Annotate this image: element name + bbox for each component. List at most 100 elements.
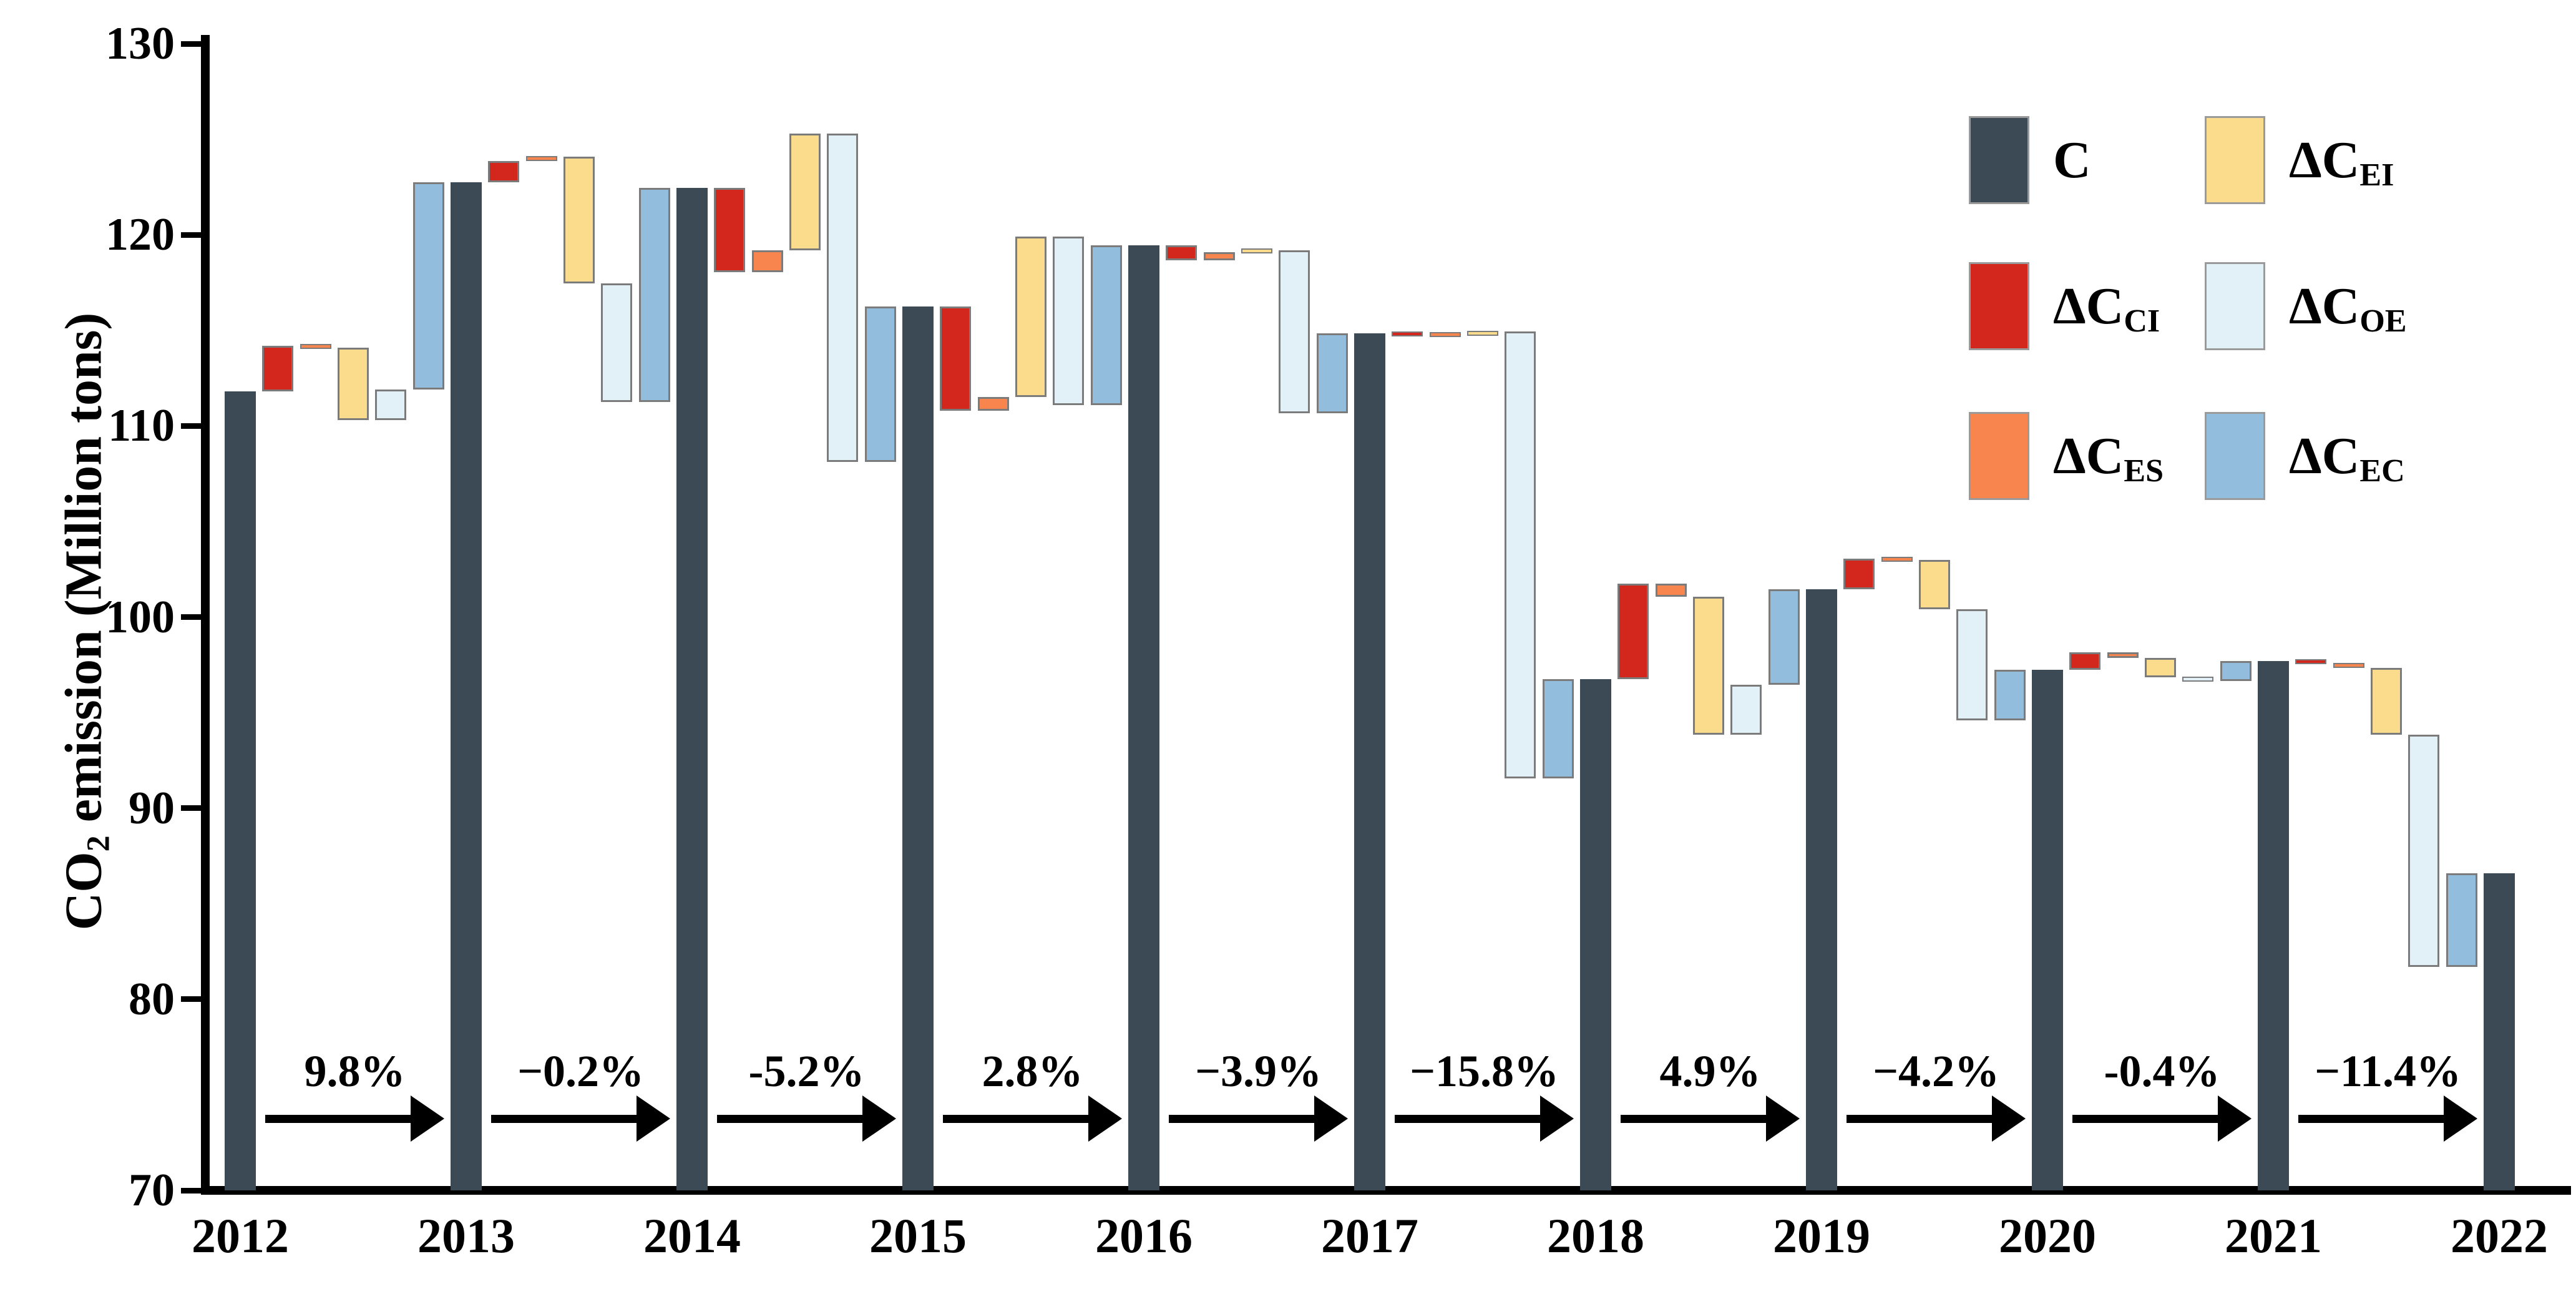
delta-bar-OE-2020 (1956, 609, 1988, 720)
delta-bar-EC-2016 (1090, 245, 1122, 405)
delta-bar-EC-2020 (1994, 669, 2026, 720)
x-axis-label-2014: 2014 (643, 1208, 741, 1263)
legend-label-sub-CI: CI (2124, 303, 2160, 340)
x-axis-label-2013: 2013 (417, 1208, 515, 1263)
x-axis-label-2016: 2016 (1095, 1208, 1193, 1263)
delta-bar-EI-2015 (789, 133, 821, 250)
delta-bar-EC-2019 (1768, 589, 1800, 685)
delta-bar-ES-2015 (751, 250, 783, 272)
change-arrow-head (1088, 1095, 1122, 1142)
legend-swatch-CI (1969, 262, 2029, 350)
change-arrow-head (636, 1095, 670, 1142)
change-pct-label-2019-2020: −4.2% (1872, 1046, 1999, 1096)
legend-swatch-EI (2205, 116, 2265, 204)
delta-bar-ES-2020 (1881, 556, 1913, 562)
delta-bar-EC-2017 (1316, 333, 1348, 414)
change-arrow-shaft (2298, 1115, 2447, 1123)
change-pct-label-2017-2018: −15.8% (1409, 1046, 1559, 1096)
c-bar-2014 (676, 188, 708, 1190)
change-arrow-head (1991, 1095, 2026, 1142)
delta-bar-OE-2015 (827, 133, 859, 463)
y-tick-label: 90 (129, 782, 175, 834)
change-arrow-head (1539, 1095, 1574, 1142)
change-arrow-head (410, 1095, 444, 1142)
c-bar-2016 (1128, 245, 1159, 1190)
legend-label-main-CI: ΔC (2053, 277, 2124, 335)
delta-bar-EI-2016 (1015, 237, 1046, 398)
delta-bar-OE-2013 (375, 390, 407, 421)
x-axis-label-2012: 2012 (192, 1208, 289, 1263)
change-arrow-head (1314, 1095, 1348, 1142)
legend-label-main-C: C (2053, 131, 2091, 189)
legend-label-main-EC: ΔC (2289, 427, 2360, 485)
change-arrow-head (2443, 1095, 2477, 1142)
change-arrow-shaft (1394, 1115, 1544, 1123)
legend-swatch-OE (2205, 262, 2265, 350)
legend-label-OE: ΔCOE (2289, 262, 2407, 357)
change-arrow-head (862, 1095, 896, 1142)
change-pct-label-2012-2013: 9.8% (304, 1046, 406, 1096)
delta-bar-CI-2014 (488, 161, 520, 182)
change-pct-label-2016-2017: −3.9% (1194, 1046, 1322, 1096)
delta-bar-ES-2018 (1429, 332, 1461, 338)
delta-bar-OE-2022 (2408, 734, 2440, 967)
delta-bar-CI-2016 (940, 306, 972, 411)
c-bar-2019 (1805, 589, 1837, 1190)
delta-bar-ES-2022 (2333, 662, 2364, 668)
c-bar-2013 (450, 182, 482, 1190)
change-pct-label-2021-2022: −11.4% (2314, 1046, 2461, 1096)
legend-label-CI: ΔCCI (2053, 262, 2160, 357)
change-pct-label-2020-2021: -0.4% (2104, 1046, 2220, 1096)
delta-bar-ES-2014 (525, 156, 557, 162)
legend-label-sub-EI: EI (2359, 157, 2394, 194)
y-tick-label: 70 (129, 1165, 175, 1216)
c-bar-2018 (1579, 679, 1611, 1190)
change-arrow-shaft (716, 1115, 866, 1123)
delta-bar-EI-2013 (337, 347, 369, 421)
delta-bar-EC-2018 (1542, 679, 1574, 779)
c-bar-2020 (2031, 669, 2063, 1190)
c-bar-2022 (2483, 873, 2515, 1190)
x-axis-label-2022: 2022 (2450, 1208, 2548, 1263)
delta-bar-CI-2013 (262, 345, 294, 392)
change-arrow-shaft (942, 1115, 1092, 1123)
legend-label-main-OE: ΔC (2289, 277, 2360, 335)
delta-bar-CI-2017 (1166, 245, 1198, 261)
y-axis-title-subscript: 2 (80, 835, 117, 852)
y-tick (181, 1187, 201, 1194)
delta-bar-EI-2019 (1692, 597, 1724, 735)
c-bar-2017 (1354, 333, 1385, 1190)
delta-bar-EI-2020 (1918, 559, 1950, 610)
x-axis-label-2017: 2017 (1320, 1208, 1418, 1263)
y-axis-title-prefix: CO (54, 851, 113, 931)
y-tick-label: 110 (108, 400, 175, 452)
delta-bar-ES-2017 (1203, 252, 1235, 261)
delta-bar-EI-2021 (2144, 658, 2176, 677)
change-arrow-shaft (1846, 1115, 1996, 1123)
delta-bar-CI-2019 (1617, 583, 1649, 679)
change-pct-label-2015-2016: 2.8% (982, 1046, 1083, 1096)
change-pct-label-2014-2015: -5.2% (748, 1046, 865, 1096)
legend-swatch-EC (2205, 412, 2265, 500)
y-axis-title-suffix: emission (Million tons) (54, 312, 113, 836)
change-arrow-head (1765, 1095, 1800, 1142)
y-tick (181, 805, 201, 811)
x-axis-label-2019: 2019 (1772, 1208, 1870, 1263)
y-axis-line (201, 35, 210, 1195)
c-bar-2015 (902, 306, 934, 1190)
y-tick (181, 996, 201, 1002)
delta-bar-OE-2019 (1730, 685, 1762, 735)
delta-bar-OE-2018 (1505, 331, 1536, 779)
change-arrow-shaft (265, 1115, 414, 1123)
y-tick-label: 80 (129, 973, 175, 1025)
y-tick (181, 614, 201, 620)
x-axis-label-2021: 2021 (2224, 1208, 2322, 1263)
c-bar-2012 (225, 391, 256, 1190)
legend-label-main-ES: ΔC (2053, 427, 2124, 485)
y-tick-label: 120 (105, 209, 175, 261)
delta-bar-CI-2015 (714, 188, 746, 272)
change-arrow-shaft (2072, 1115, 2222, 1123)
legend-label-main-EI: ΔC (2289, 131, 2360, 189)
delta-bar-OE-2014 (601, 283, 633, 403)
